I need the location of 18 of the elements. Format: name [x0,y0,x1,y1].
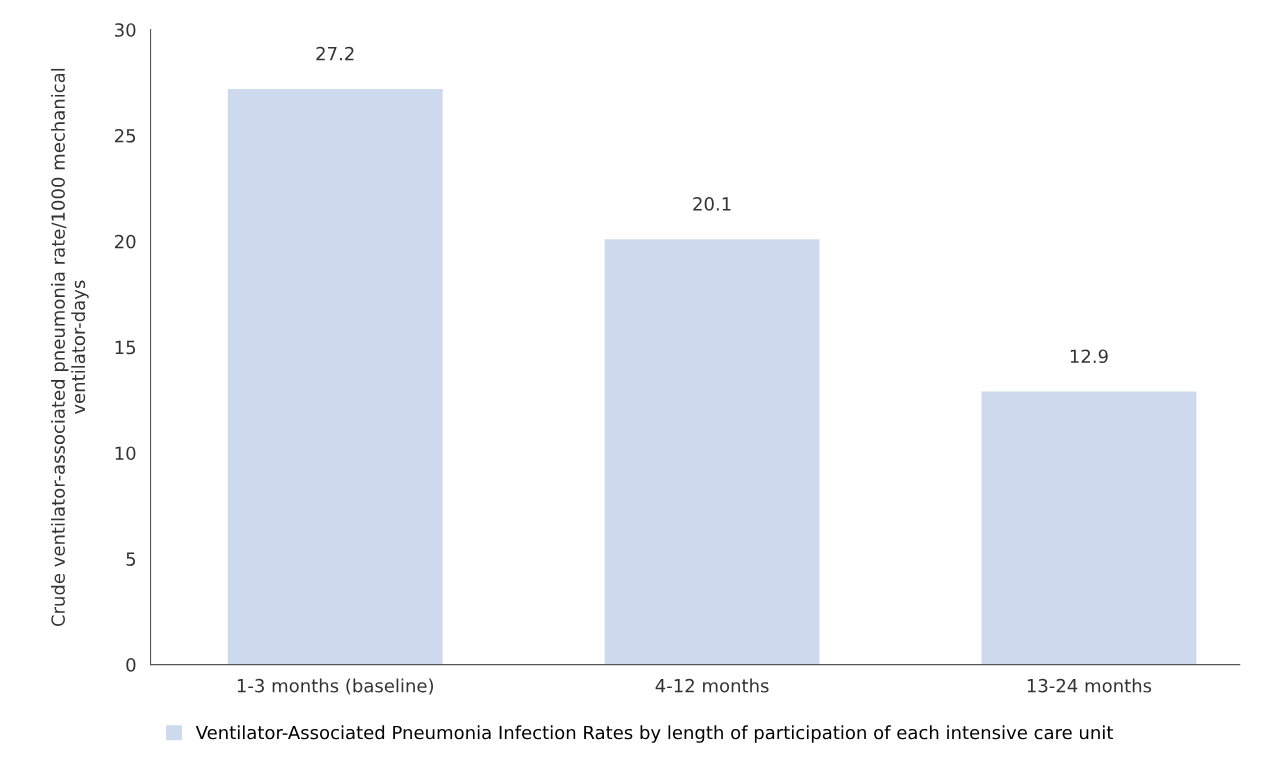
x-tick-label: 13-24 months [1027,678,1152,693]
y-tick-label: 20 [114,234,136,249]
bar [227,88,443,665]
y-tick-label: 25 [114,128,136,143]
y-tick-label: 5 [126,552,136,566]
data-label: 12.9 [1070,349,1108,364]
x-tick-label: 1-3 months (baseline) [237,678,433,695]
y-axis-title: Crude ventilator-associated pneumonia rate/1000 mechanical ventilator-days [50,68,89,627]
legend-label: Ventilator-Associated Pneumonia Infection Rates by length of participation of each intensive care unit [195,725,1113,743]
data-label: 27.2 [316,46,354,61]
x-tick-label: 4-12 months [655,678,769,693]
y-tick-label: 10 [115,446,136,461]
bar [981,391,1197,665]
bar [604,239,820,665]
y-tick-label: 15 [115,340,136,355]
y-tick-label: 30 [115,23,136,37]
y-tick-label: 0 [126,658,136,672]
data-label: 20.1 [693,197,731,211]
